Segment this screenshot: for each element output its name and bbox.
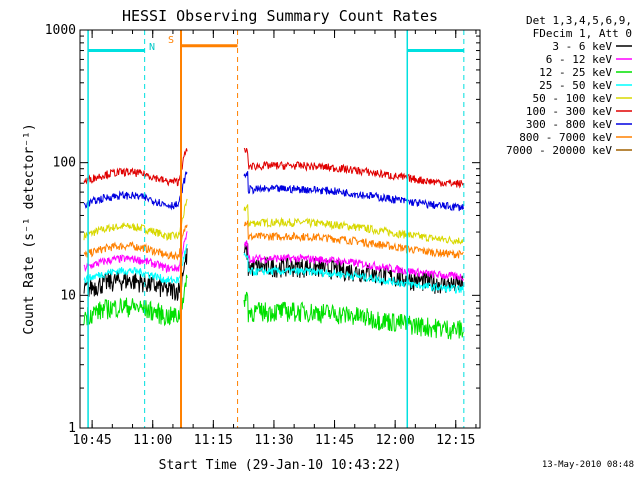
series-line-6-1 [243, 171, 464, 212]
orbit-markers [87, 30, 465, 428]
series-line-2-1 [243, 291, 464, 340]
series-line-4-1 [243, 204, 464, 246]
series-line-3-1 [243, 252, 464, 294]
legend-label: 100 - 300 keV [526, 105, 612, 118]
x-tick-label: 11:45 [315, 433, 354, 448]
legend-label: 50 - 100 keV [533, 92, 613, 105]
x-tick-label: 10:45 [73, 433, 112, 448]
y-tick-label: 100 [53, 156, 76, 171]
legend-label: 3 - 6 keV [552, 40, 612, 53]
series-traces [83, 147, 464, 340]
legend-label: 300 - 800 keV [526, 118, 612, 131]
legend-header: Det 1,3,4,5,6,9, FDecim 1, Att 0 [442, 14, 632, 40]
y-tick-label: 10 [60, 288, 76, 303]
y-tick-label: 1 [68, 421, 76, 436]
series-line-2-0 [83, 274, 188, 327]
legend-header-line-1: Det 1,3,4,5,6,9, [526, 14, 632, 27]
series-line-6-0 [83, 171, 188, 211]
series-line-5-1 [243, 147, 464, 189]
legend-label: 7000 - 20000 keV [506, 144, 612, 157]
legend-header-line-2: FDecim 1, Att 0 [532, 27, 632, 40]
series-line-1-1 [243, 240, 464, 282]
x-tick-label: 11:30 [254, 433, 293, 448]
legend-label: 12 - 25 keV [539, 66, 612, 79]
legend-label: 800 - 7000 keV [519, 131, 612, 144]
series-line-0-0 [83, 248, 188, 301]
series-line-5-0 [83, 148, 188, 187]
chart-title: HESSI Observing Summary Count Rates [122, 7, 438, 25]
legend-label: 25 - 50 keV [539, 79, 612, 92]
timestamp-footer: 13-May-2010 08:48 [541, 460, 634, 470]
x-axis-ticks: 10:45 11:00 11:15 11:30 11:45 12:00 12:15 [73, 30, 477, 448]
plot-frame [79, 29, 481, 429]
y-axis-label: Count Rate (s⁻¹ detector⁻¹) [22, 123, 37, 334]
series-line-7-0 [83, 224, 188, 261]
y-tick-label: 1000 [45, 23, 76, 38]
series-line-3-0 [83, 243, 188, 284]
series-line-7-1 [243, 220, 464, 259]
y-axis-ticks: 1 10 100 1000 [45, 23, 480, 436]
series-line-1-0 [83, 231, 188, 274]
legend-label: 6 - 12 keV [546, 53, 613, 66]
x-tick-label: 12:15 [436, 433, 475, 448]
x-axis-label: Start Time (29-Jan-10 10:43:22) [159, 458, 402, 473]
x-tick-label: 11:00 [133, 433, 172, 448]
series-line-4-0 [83, 198, 188, 242]
n-marker-label: N [149, 42, 155, 53]
x-tick-label: 11:15 [194, 433, 233, 448]
s-marker-label: S [168, 35, 174, 46]
x-tick-label: 12:00 [376, 433, 415, 448]
